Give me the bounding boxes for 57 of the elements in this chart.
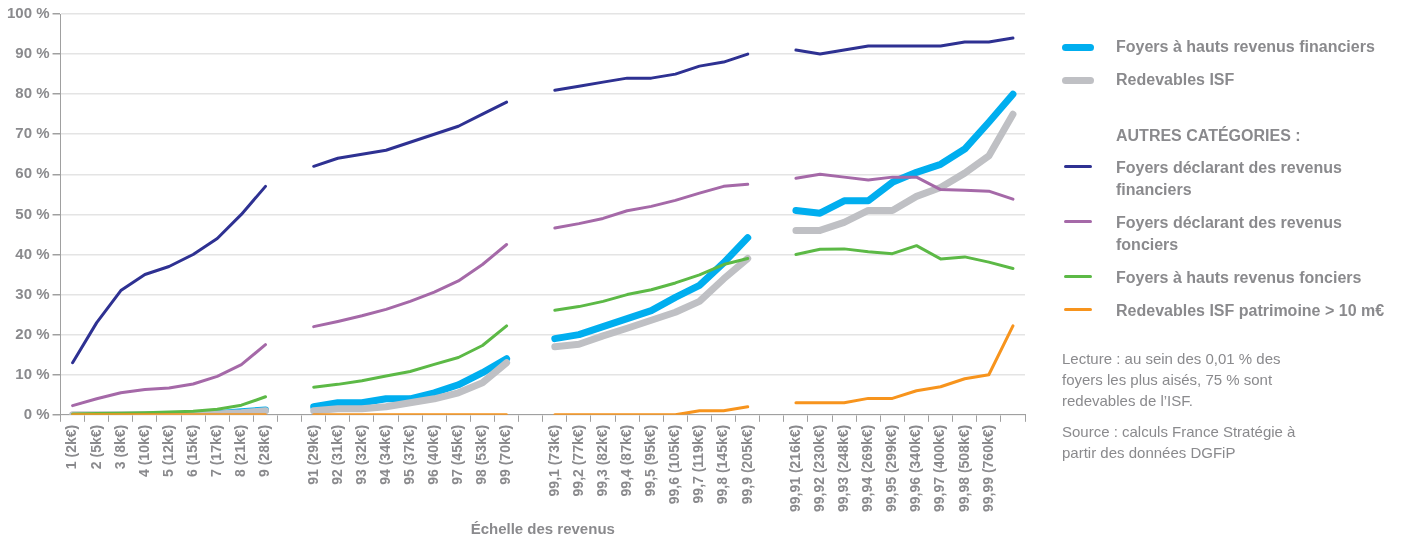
legend-label: Redevables ISF xyxy=(1116,70,1236,90)
legend-title: AUTRES CATÉGORIES : xyxy=(1116,127,1302,145)
y-tick-label: 40 % xyxy=(15,244,50,262)
x-tick-label: 99,1 (73k€) xyxy=(545,424,562,497)
x-tick-label: 94 (34k€) xyxy=(376,424,393,485)
x-tick-label: 93 (32k€) xyxy=(352,424,369,485)
x-tick-label: 95 (37k€) xyxy=(401,424,418,485)
x-tick-label: 99,93 (248k€) xyxy=(835,424,852,513)
y-tick-label: 100 % xyxy=(6,4,50,22)
x-tick-label: 6 (15k€) xyxy=(184,424,201,477)
x-tick-label: 99,4 (87k€) xyxy=(618,424,635,497)
y-tick-label: 30 % xyxy=(15,284,50,302)
x-tick-label: 99,5 (95k€) xyxy=(642,424,659,497)
y-tick-label: 20 % xyxy=(15,324,50,342)
legend-label: Foyers à hauts revenus financiers xyxy=(1116,37,1376,57)
y-tick-label: 0 % xyxy=(23,404,50,422)
text: Lecture : au sein des 0,01 % des foyers les plus aisés, 75 % sont redevables de l’ISF. xyxy=(1062,349,1282,411)
legend-label: Foyers déclarant des revenus financiers xyxy=(1116,158,1343,200)
x-tick-label: 8 (21k€) xyxy=(232,424,249,477)
x-tick-label: 99,99 (760k€) xyxy=(979,424,996,513)
x-tick-label: 4 (10k€) xyxy=(135,424,152,477)
legend-label: Foyers déclarant des revenus fonciers xyxy=(1116,213,1343,255)
x-tick-label: 1 (2k€) xyxy=(63,424,80,470)
source-note: Source : calculs France Stratégie à partir des données DGFiP xyxy=(1062,422,1297,463)
x-tick-label: 99,3 (82k€) xyxy=(593,424,610,497)
y-tick-label: 90 % xyxy=(15,44,50,62)
x-tick-label: 99,8 (145k€) xyxy=(714,424,731,505)
x-tick-label: 99,98 (508k€) xyxy=(955,424,972,513)
x-tick-label: 99,95 (299k€) xyxy=(883,424,900,513)
x-tick-label: 97 (45k€) xyxy=(449,424,466,485)
y-tick-label: 70 % xyxy=(15,124,50,142)
legend-label: Redevables ISF patrimoine > 10 m€ xyxy=(1116,301,1386,321)
x-tick-label: 99,7 (119k€) xyxy=(690,424,707,504)
x-tick-label: 3 (8k€) xyxy=(111,424,128,470)
x-tick-label: 9 (28k€) xyxy=(256,424,273,477)
x-tick-label: 91 (29k€) xyxy=(304,424,321,485)
x-tick-label: 99,94 (269k€) xyxy=(859,424,876,513)
x-tick-label: 98 (53k€) xyxy=(473,424,490,485)
y-tick-label: 60 % xyxy=(15,164,50,182)
x-tick-label: 99,97 (400k€) xyxy=(931,424,948,513)
x-tick-label: 96 (40k€) xyxy=(425,424,442,485)
y-tick-label: 50 % xyxy=(15,204,50,222)
x-axis-title: Échelle des revenus xyxy=(470,520,615,538)
y-tick-label: 10 % xyxy=(15,364,50,382)
x-tick-label: 99,6 (105k€) xyxy=(666,424,683,505)
x-tick-label: 2 (5k€) xyxy=(87,424,104,470)
x-tick-label: 99,2 (77k€) xyxy=(569,424,586,497)
x-tick-label: 99,92 (230k€) xyxy=(810,424,827,513)
x-tick-label: 92 (31k€) xyxy=(328,424,345,485)
x-tick-label: 5 (12k€) xyxy=(159,424,176,477)
x-tick-label: 99 (70k€) xyxy=(497,424,514,485)
legend-label: Foyers à hauts revenus fonciers xyxy=(1116,268,1363,288)
x-tick-label: 99,91 (216k€) xyxy=(786,424,803,513)
x-tick-label: 99,9 (205k€) xyxy=(738,424,755,505)
y-tick-label: 80 % xyxy=(15,84,50,102)
x-tick-label: 7 (17k€) xyxy=(208,424,225,477)
x-tick-label: 99,96 (340k€) xyxy=(907,424,924,513)
